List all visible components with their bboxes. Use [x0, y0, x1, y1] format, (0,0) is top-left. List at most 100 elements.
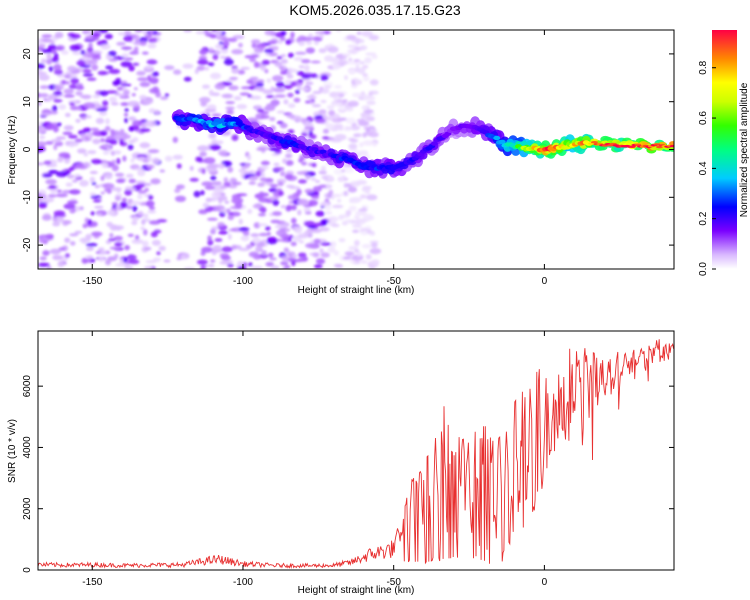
noise-blob [217, 222, 225, 227]
noise-blob [318, 184, 327, 188]
noise-blob [331, 193, 342, 198]
noise-blob [300, 117, 307, 124]
noise-blob [75, 100, 81, 104]
noise-blob [334, 102, 343, 106]
noise-blob [158, 245, 166, 251]
noise-blob [360, 112, 371, 117]
noise-blob [353, 59, 361, 63]
noise-blob [359, 45, 368, 51]
noise-blob [53, 64, 62, 71]
noise-blob [126, 205, 133, 210]
noise-blob [362, 185, 372, 190]
noise-blob [310, 228, 322, 233]
noise-blob [310, 177, 317, 181]
noise-blob [49, 188, 58, 194]
noise-blob [362, 140, 374, 146]
noise-blob [105, 65, 114, 70]
noise-blob [289, 234, 294, 239]
noise-blob [115, 262, 127, 267]
noise-blob [348, 143, 358, 149]
noise-blob [209, 144, 221, 151]
noise-blob [211, 181, 222, 186]
noise-blob [41, 34, 53, 38]
noise-blob [290, 241, 297, 247]
noise-blob [82, 56, 89, 62]
noise-blob [265, 262, 275, 267]
noise-blob [48, 44, 57, 51]
noise-blob [130, 157, 135, 163]
noise-blob [321, 88, 330, 94]
noise-blob [116, 157, 121, 165]
noise-blob [239, 92, 250, 96]
noise-blob [142, 98, 154, 105]
noise-blob [327, 46, 339, 53]
noise-blob [224, 200, 230, 204]
noise-blob [69, 233, 79, 237]
noise-blob [139, 94, 147, 100]
noise-blob [102, 183, 115, 189]
noise-blob [369, 240, 380, 244]
noise-blob [285, 160, 294, 166]
noise-blob [264, 48, 274, 54]
noise-blob [52, 105, 58, 112]
noise-blob [354, 211, 367, 216]
noise-blob [327, 246, 336, 253]
noise-blob [144, 265, 154, 269]
noise-blob [231, 244, 238, 250]
noise-blob [260, 114, 270, 119]
noise-blob [231, 49, 244, 55]
noise-blob [253, 61, 260, 68]
noise-blob [366, 100, 376, 106]
noise-blob [280, 66, 285, 73]
noise-blob [68, 134, 78, 139]
noise-blob [52, 216, 64, 223]
noise-blob [109, 96, 117, 103]
noise-blob [94, 205, 104, 209]
noise-blob [214, 43, 224, 50]
noise-blob [183, 266, 195, 269]
noise-blob [119, 138, 124, 146]
noise-blob [269, 116, 276, 122]
noise-blob [324, 211, 333, 215]
noise-blob [106, 221, 113, 228]
noise-blob [64, 112, 71, 118]
noise-blob [261, 59, 270, 66]
spectrogram-y-ticks: -20 -10 0 10 20 [22, 48, 674, 252]
noise-blob [360, 230, 369, 236]
noise-blob [53, 98, 63, 103]
noise-blob [210, 228, 216, 235]
noise-blob [315, 258, 326, 265]
noise-blob [81, 257, 88, 264]
noise-blob [284, 265, 291, 269]
noise-blob [139, 142, 151, 149]
noise-blob [95, 108, 108, 112]
noise-blob [204, 185, 215, 190]
noise-blob [223, 177, 229, 183]
noise-blob [205, 197, 213, 203]
noise-blob [290, 81, 297, 87]
noise-blob [282, 258, 289, 262]
noise-blob [220, 48, 229, 54]
noise-blob [357, 67, 366, 75]
noise-blob [145, 260, 157, 264]
noise-blob [139, 36, 148, 43]
noise-blob [250, 233, 260, 237]
noise-blob [240, 171, 245, 178]
noise-blob [280, 205, 287, 209]
noise-blob [159, 169, 166, 173]
noise-blob [362, 73, 368, 77]
ridge-blob [498, 139, 506, 145]
noise-blob [75, 118, 81, 123]
noise-blob [301, 59, 311, 64]
snr-line-layer [38, 339, 674, 569]
noise-blob [124, 265, 134, 269]
noise-blob [265, 226, 271, 231]
noise-blob [301, 128, 311, 133]
y-tick-label: -10 [22, 190, 33, 205]
noise-blob [269, 257, 277, 261]
noise-blob [124, 189, 133, 196]
noise-blob [296, 171, 308, 175]
noise-blob [69, 44, 81, 52]
noise-blob [137, 169, 146, 177]
noise-blob [82, 73, 94, 77]
